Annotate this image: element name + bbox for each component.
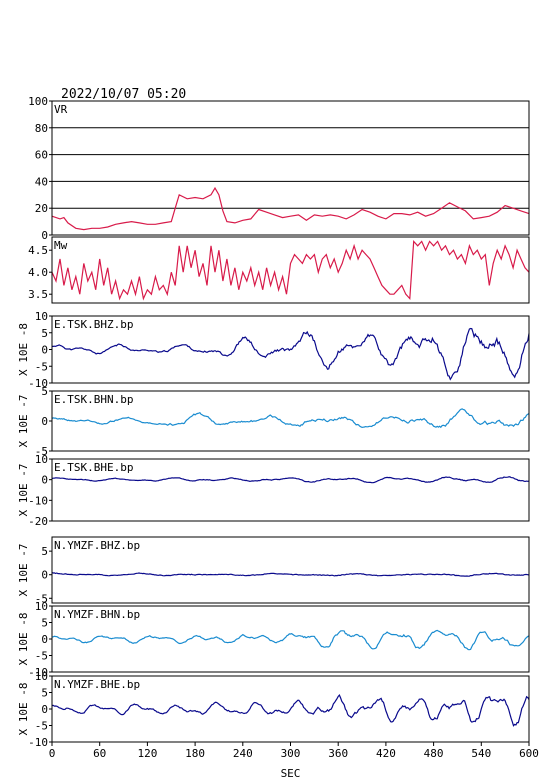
- y-tick-label: 0: [41, 344, 48, 357]
- y-tick-label: -5: [35, 592, 48, 605]
- y-tick-label: 0: [41, 474, 48, 487]
- x-tick-label: 360: [328, 747, 348, 760]
- x-tick-label: 540: [471, 747, 491, 760]
- x-tick-label: 600: [519, 747, 539, 760]
- series-line-ymzf-bhe: [51, 693, 530, 727]
- y-tick-label: 10: [35, 453, 48, 466]
- y-tick-label: 5: [41, 545, 48, 558]
- panel-label-tsk-bhn: E.TSK.BHN.bp: [54, 393, 133, 406]
- y-tick-label: 0: [41, 703, 48, 716]
- y-tick-label: 3.5: [28, 288, 48, 301]
- series-line-vr: [51, 186, 530, 231]
- y-tick-label: 5: [41, 327, 48, 340]
- page-title: 2022/10/07 05:20: [61, 87, 186, 102]
- panel-label-vr: VR: [54, 103, 68, 116]
- y-tick-label: 0: [41, 415, 48, 428]
- series-line-mw: [51, 239, 530, 301]
- y-tick-label: -10: [28, 494, 48, 507]
- panel-label-tsk-bhe: E.TSK.BHE.bp: [54, 461, 133, 474]
- y-tick-label: 0: [41, 229, 48, 242]
- y-tick-label: 0: [41, 633, 48, 646]
- y-axis-label-ymzf-bhn: X 10E -8: [17, 613, 30, 666]
- y-tick-label: -10: [28, 666, 48, 679]
- y-tick-label: -5: [35, 720, 48, 733]
- x-tick-label: 420: [376, 747, 396, 760]
- x-tick-label: 300: [281, 747, 301, 760]
- y-tick-label: 20: [35, 202, 48, 215]
- x-axis-label: SEC: [281, 767, 301, 780]
- y-axis-label-ymzf-bhz: X 10E -7: [17, 544, 30, 597]
- series-line-tsk-bhe: [51, 476, 530, 484]
- x-tick-label: 240: [233, 747, 253, 760]
- y-tick-label: 10: [35, 600, 48, 613]
- y-tick-label: -20: [28, 515, 48, 528]
- panel-label-mw: Mw: [54, 239, 68, 252]
- y-tick-label: 100: [28, 95, 48, 108]
- x-tick-label: 180: [185, 747, 205, 760]
- x-tick-label: 60: [93, 747, 106, 760]
- y-tick-label: -5: [35, 650, 48, 663]
- series-line-tsk-bhz: [52, 327, 530, 381]
- panel-label-ymzf-bhe: N.YMZF.BHE.bp: [54, 678, 140, 691]
- panel-frame-ymzf-bhz: [51, 536, 530, 604]
- y-axis-label-tsk-bhn: X 10E -7: [17, 395, 30, 448]
- y-tick-label: -10: [28, 736, 48, 749]
- x-tick-label: 120: [137, 747, 157, 760]
- y-tick-label: 0: [41, 569, 48, 582]
- y-tick-label: 10: [35, 310, 48, 323]
- series-line-ymzf-bhn: [51, 629, 530, 651]
- y-tick-label: 10: [35, 670, 48, 683]
- y-tick-label: 40: [35, 175, 48, 188]
- y-tick-label: 4.5: [28, 244, 48, 257]
- y-tick-label: 5: [41, 617, 48, 630]
- series-line-tsk-bhn: [51, 408, 530, 429]
- panel-label-tsk-bhz: E.TSK.BHZ.bp: [54, 318, 133, 331]
- y-axis-label-ymzf-bhe: X 10E -8: [17, 683, 30, 736]
- panel-frame-vr: [51, 100, 530, 236]
- y-axis-label-tsk-bhe: X 10E -7: [17, 464, 30, 517]
- x-tick-label: 480: [424, 747, 444, 760]
- series-line-ymzf-bhz: [51, 572, 530, 577]
- panel-label-ymzf-bhz: N.YMZF.BHZ.bp: [54, 539, 140, 552]
- y-tick-label: -5: [35, 360, 48, 373]
- panel-frame-mw: [51, 236, 530, 304]
- panel-label-ymzf-bhn: N.YMZF.BHN.bp: [54, 608, 140, 621]
- y-tick-label: 60: [35, 149, 48, 162]
- y-axis-label-tsk-bhz: X 10E -8: [17, 323, 30, 376]
- y-tick-label: 80: [35, 122, 48, 135]
- panel-frame-tsk-bhe: [51, 458, 530, 522]
- y-tick-label: -5: [35, 445, 48, 458]
- y-tick-label: 5: [41, 687, 48, 700]
- y-tick-label: 4.0: [28, 266, 48, 279]
- y-tick-label: -10: [28, 377, 48, 390]
- x-tick-label: 0: [49, 747, 56, 760]
- y-tick-label: 5: [41, 385, 48, 398]
